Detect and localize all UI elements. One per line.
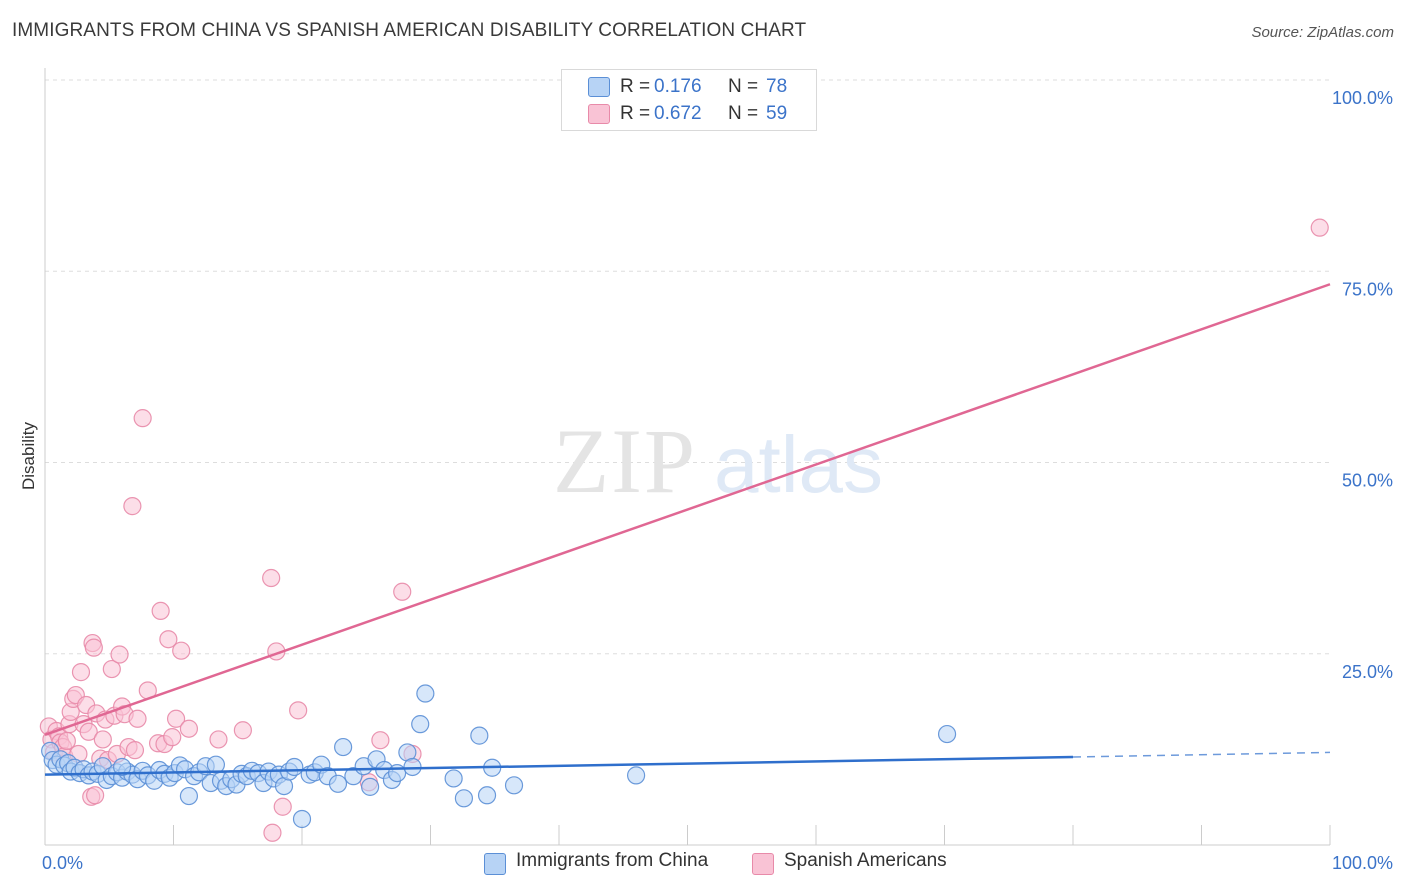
watermark: ZIP atlas <box>553 410 883 512</box>
china-point <box>454 789 474 808</box>
spanish-point <box>166 709 186 728</box>
chart-title: IMMIGRANTS FROM CHINA VS SPANISH AMERICA… <box>12 20 807 41</box>
tick-labels: 25.0% 50.0% 75.0% 100.0% 0.0% 100.0% <box>42 88 1393 873</box>
bottom-legend-swatch-blue <box>484 853 506 875</box>
spanish-point <box>110 645 129 664</box>
china-point <box>334 737 353 757</box>
spanish-point <box>151 601 170 621</box>
spanish-point <box>179 719 199 738</box>
spanish-point <box>93 730 112 749</box>
y-tick-label: 75.0% <box>1342 279 1393 299</box>
china-point <box>416 684 435 703</box>
trend-line-china <box>44 755 1074 776</box>
china-point <box>361 777 380 796</box>
china-point <box>411 715 430 734</box>
y-axis-label: Disability <box>19 421 38 490</box>
trend-lines <box>44 283 1331 776</box>
china-point <box>626 766 646 785</box>
spanish-point <box>159 630 178 649</box>
china-point <box>937 724 957 744</box>
watermark-zip: ZIP <box>553 410 697 512</box>
bottom-legend-label: Spanish Americans <box>784 850 947 871</box>
legend-n-label: N = <box>728 76 759 97</box>
legend-n-value: 59 <box>766 103 788 124</box>
spanish-point <box>79 722 98 741</box>
spanish-point <box>273 797 292 816</box>
bottom-legend-label: Immigrants from China <box>516 850 709 871</box>
spanish-point <box>102 659 121 679</box>
china-point <box>292 809 312 829</box>
spanish-point <box>209 730 228 749</box>
series-spanish-americans-points <box>39 218 1329 842</box>
china-point <box>444 769 463 788</box>
trend-line-spanish <box>44 283 1331 737</box>
axes <box>44 68 1331 846</box>
china-point <box>179 786 199 806</box>
spanish-point <box>262 568 281 588</box>
spanish-point <box>371 731 390 750</box>
correlation-legend: R = 0.176 N = 78 R = 0.672 N = 59 <box>561 69 817 131</box>
china-point <box>387 763 407 783</box>
china-point <box>504 776 524 795</box>
legend-n-label: N = <box>728 103 759 124</box>
china-point <box>328 774 348 793</box>
spanish-point <box>125 741 145 760</box>
grid-lines <box>45 79 1330 655</box>
x-tick-label: 100.0% <box>1332 853 1393 873</box>
y-tick-label: 100.0% <box>1332 88 1393 108</box>
legend-r-label: R = <box>620 76 651 97</box>
spanish-point <box>393 582 412 601</box>
spanish-point <box>1310 218 1329 237</box>
spanish-point <box>84 638 103 657</box>
y-tick-label: 25.0% <box>1342 662 1393 682</box>
spanish-point <box>289 701 308 720</box>
spanish-point <box>133 409 152 428</box>
china-point <box>403 757 422 777</box>
legend-n-value: 78 <box>766 76 788 97</box>
china-point <box>477 786 497 805</box>
legend-r-value: 0.176 <box>654 76 702 97</box>
legend-swatch-pink <box>588 104 610 124</box>
spanish-point <box>163 728 182 747</box>
legend-swatch-blue <box>588 77 610 97</box>
china-point <box>285 757 304 777</box>
bottom-legend-swatch-pink <box>752 853 774 875</box>
spanish-point <box>71 663 91 682</box>
china-point <box>112 757 132 777</box>
watermark-atlas: atlas <box>714 420 883 509</box>
y-tick-label: 50.0% <box>1342 471 1393 491</box>
x-tick-label: 0.0% <box>42 853 83 873</box>
spanish-point <box>123 497 142 516</box>
china-point <box>470 726 489 745</box>
spanish-point <box>263 823 282 842</box>
legend-r-label: R = <box>620 103 651 124</box>
source-label: Source: ZipAtlas.com <box>1251 24 1394 41</box>
spanish-point <box>233 721 252 740</box>
legend-r-value: 0.672 <box>654 103 702 124</box>
series-immigrants-from-china-points <box>41 684 957 829</box>
spanish-point <box>86 786 105 805</box>
spanish-point <box>128 709 147 728</box>
china-point <box>206 755 226 774</box>
trend-line-china-extension <box>1072 751 1331 758</box>
spanish-point <box>172 641 191 660</box>
